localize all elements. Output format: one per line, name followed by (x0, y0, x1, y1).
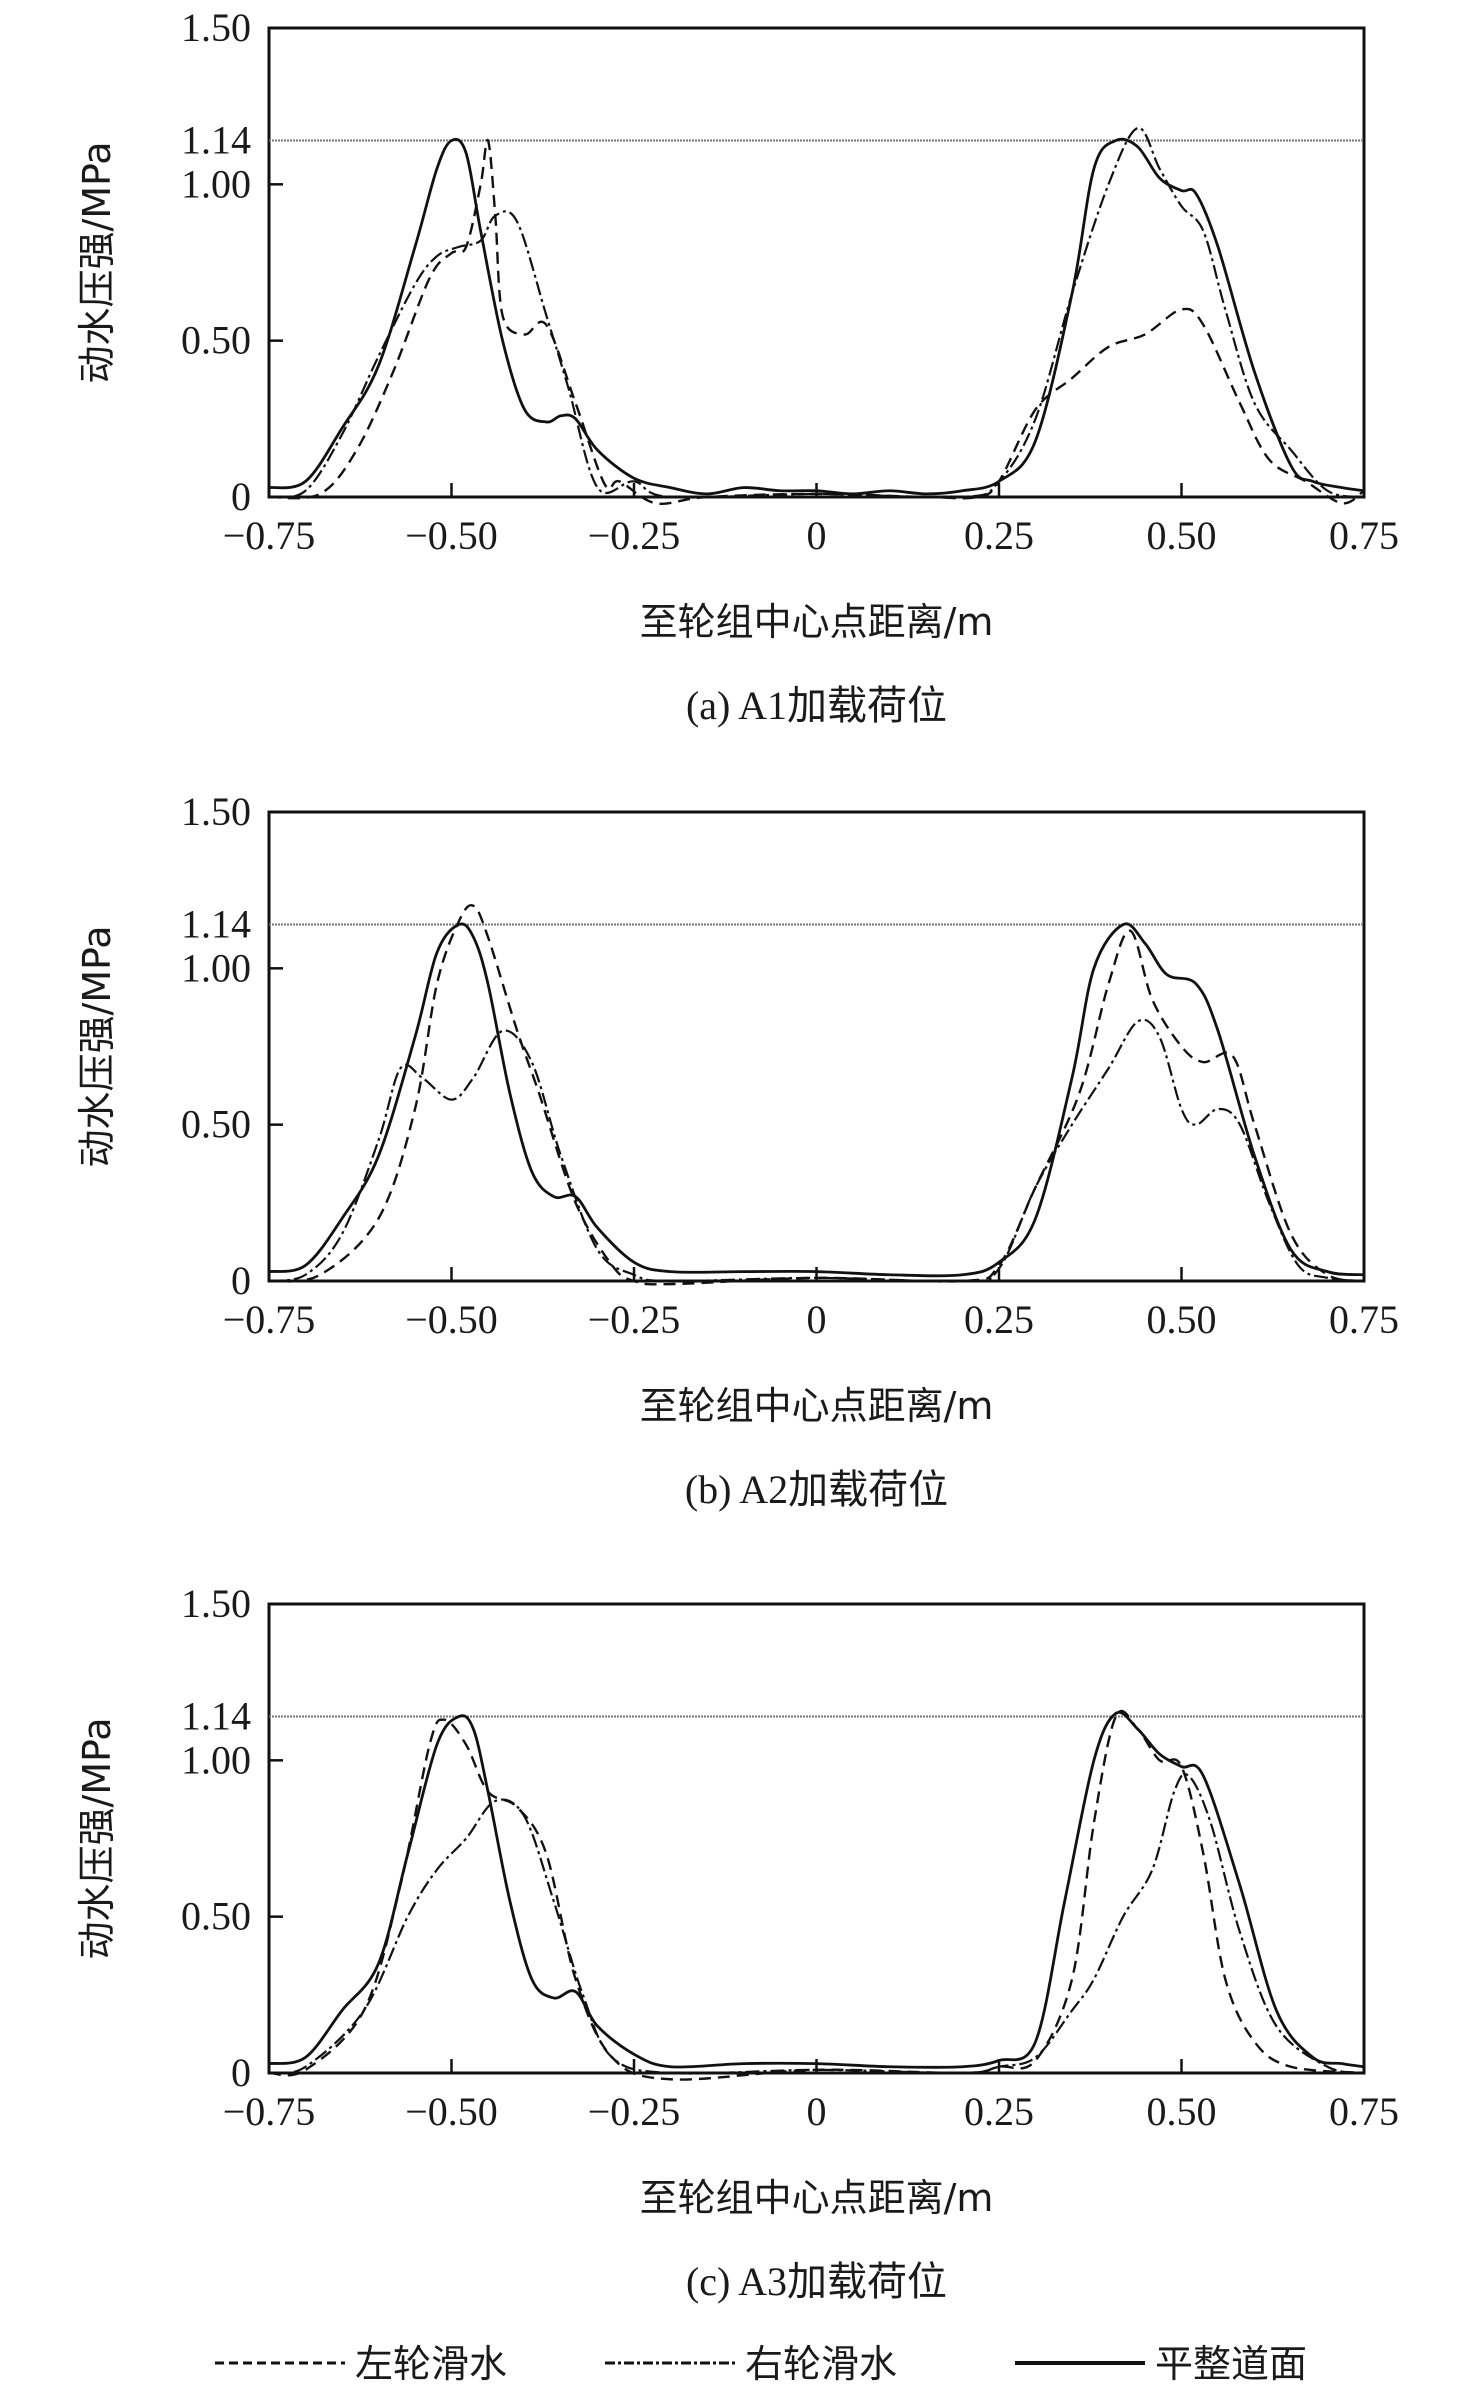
legend-label: 左轮滑水 (355, 2342, 507, 2386)
panel-caption: (b) A2加载荷位 (685, 1467, 948, 1512)
x-axis-label: 至轮组中心点距离/m (640, 600, 994, 644)
x-tick-label: 0 (807, 1297, 827, 1342)
y-axis-label: 动水压强/MPa (75, 1717, 119, 1959)
plot-frame (267, 810, 1366, 1283)
x-tick-label: −0.25 (588, 513, 681, 558)
x-tick-label: 0.50 (1147, 2089, 1217, 2134)
panel-caption: (a) A1加载荷位 (686, 683, 947, 728)
series-line-solid (268, 1710, 1365, 2069)
y-tick-label: 1.14 (181, 902, 251, 947)
y-tick-label: 0 (231, 474, 251, 519)
x-tick-label: 0.25 (964, 513, 1034, 558)
series-line-dashed (268, 139, 1365, 505)
y-tick-label: 0 (231, 2050, 251, 2095)
panel-caption: (c) A3加载荷位 (686, 2259, 947, 2304)
x-axis-label: 至轮组中心点距离/m (640, 2176, 994, 2220)
y-tick-label: 1.00 (181, 161, 251, 206)
series-line-dashdot (268, 1018, 1365, 1283)
legend-label: 右轮滑水 (745, 2342, 897, 2386)
y-tick-label: 1.50 (181, 789, 251, 834)
y-tick-label: 1.00 (181, 945, 251, 990)
x-tick-label: 0.75 (1329, 1297, 1399, 1342)
x-tick-label: −0.50 (405, 2089, 498, 2134)
x-tick-label: −0.50 (405, 513, 498, 558)
y-tick-label: 0 (231, 1258, 251, 1303)
series-line-solid (268, 922, 1365, 1278)
x-tick-label: 0.50 (1147, 513, 1217, 558)
y-tick-label: 1.14 (181, 1694, 251, 1739)
y-axis-label: 动水压强/MPa (75, 141, 119, 383)
x-tick-label: −0.50 (405, 1297, 498, 1342)
series-line-dashdot (268, 1772, 1365, 2075)
x-tick-label: 0.75 (1329, 513, 1399, 558)
x-tick-label: 0.25 (964, 2089, 1034, 2134)
series-line-dashed (268, 903, 1365, 1286)
series-line-solid (268, 137, 1365, 496)
series-line-dashdot (268, 126, 1365, 499)
x-tick-label: −0.25 (588, 1297, 681, 1342)
y-tick-label: 1.50 (181, 5, 251, 50)
x-tick-label: 0.75 (1329, 2089, 1399, 2134)
x-tick-label: −0.75 (223, 1297, 316, 1342)
x-tick-label: −0.75 (223, 2089, 316, 2134)
x-axis-label: 至轮组中心点距离/m (640, 1384, 994, 1428)
y-tick-label: 0.50 (181, 1894, 251, 1939)
x-tick-label: 0 (807, 2089, 827, 2134)
y-tick-label: 0.50 (181, 1102, 251, 1147)
x-tick-label: −0.75 (223, 513, 316, 558)
y-tick-label: 0.50 (181, 318, 251, 363)
y-tick-label: 1.50 (181, 1581, 251, 1626)
x-tick-label: 0 (807, 513, 827, 558)
plot-frame (267, 26, 1366, 499)
plot-frame (267, 1602, 1366, 2075)
y-tick-label: 1.00 (181, 1737, 251, 1782)
y-axis-label: 动水压强/MPa (75, 925, 119, 1167)
series-line-dashed (268, 1709, 1365, 2081)
x-tick-label: 0.25 (964, 1297, 1034, 1342)
y-tick-label: 1.14 (181, 118, 251, 163)
x-tick-label: 0.50 (1147, 1297, 1217, 1342)
x-tick-label: −0.25 (588, 2089, 681, 2134)
legend-label: 平整道面 (1155, 2342, 1307, 2386)
